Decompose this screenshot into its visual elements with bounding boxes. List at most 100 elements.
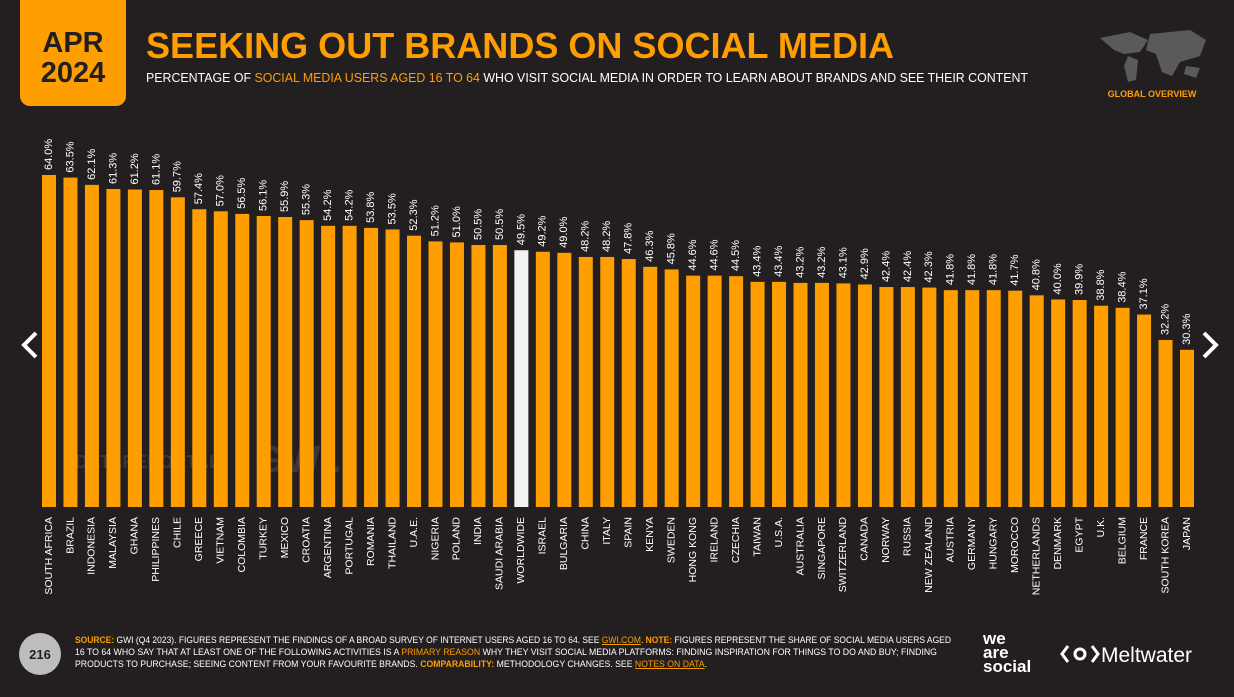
footer-segment: NOTES ON DATA <box>635 659 705 670</box>
x-tick-label: SINGAPORE <box>816 517 828 579</box>
bar <box>578 256 593 507</box>
footer-segment: SOURCE: <box>75 635 114 646</box>
bar <box>84 184 99 507</box>
footer-segment: GWI (Q4 2023). FIGURES REPRESENT THE FIN… <box>114 635 602 646</box>
x-tick-label: SOUTH AFRICA <box>43 517 55 595</box>
bar <box>857 284 872 507</box>
logo-text: social <box>983 657 1031 676</box>
bar <box>1072 300 1087 507</box>
bar <box>106 189 121 507</box>
bar <box>621 259 636 507</box>
x-tick-label: CANADA <box>859 517 871 561</box>
value-label: 61.1% <box>150 154 162 185</box>
bar <box>385 229 400 507</box>
x-tick-label: EGYPT <box>1073 516 1085 552</box>
value-label: 43.2% <box>816 246 828 277</box>
value-label: 53.5% <box>386 193 398 224</box>
x-tick-label: NORWAY <box>880 517 892 563</box>
bar <box>643 266 658 507</box>
bar <box>664 269 679 507</box>
x-tick-label: WORLDWIDE <box>515 517 527 584</box>
x-tick-label: ISRAEL <box>537 517 549 555</box>
bar <box>707 275 722 507</box>
value-label: 41.7% <box>1009 254 1021 285</box>
footer-segment: COMPARABILITY: <box>420 659 494 670</box>
value-label: 44.6% <box>709 239 721 270</box>
footer-segment: PRODUCTS TO PURCHASE; SEEING CONTENT FRO… <box>75 659 420 670</box>
x-tick-label: MALAYSIA <box>107 517 119 569</box>
footer-segment: FIGURES REPRESENT THE SHARE OF SOCIAL ME… <box>672 635 951 646</box>
meltwater-icon <box>1060 645 1100 663</box>
value-label: 43.4% <box>751 245 763 276</box>
value-label: 42.4% <box>880 251 892 282</box>
x-tick-label: THAILAND <box>386 517 398 569</box>
next-arrow[interactable] <box>1202 331 1219 359</box>
value-label: 44.6% <box>687 239 699 270</box>
badge-month: APR <box>42 27 103 59</box>
value-label: 54.2% <box>344 189 356 220</box>
bar <box>213 211 228 507</box>
bar <box>235 213 250 507</box>
footer-segment: . <box>641 635 646 646</box>
chart-subtitle: PERCENTAGE OF SOCIAL MEDIA USERS AGED 16… <box>146 70 1028 85</box>
x-tick-label: ITALY <box>601 517 613 545</box>
value-label: 40.0% <box>1052 263 1064 294</box>
value-label: 61.3% <box>107 153 119 184</box>
bar <box>1158 339 1173 507</box>
bar <box>922 287 937 507</box>
value-label: 38.8% <box>1095 269 1107 300</box>
bar <box>686 275 701 507</box>
footer-segment: WHY THEY VISIT SOCIAL MEDIA PLATFORMS: F… <box>480 647 937 658</box>
x-tick-label: CZECHIA <box>730 517 742 563</box>
x-tick-label: IRELAND <box>708 517 720 563</box>
footer-segment: 16 TO 64 WHO SAY THAT AT LEAST ONE OF TH… <box>75 647 401 658</box>
bar <box>1029 295 1044 507</box>
bar <box>299 220 314 507</box>
bar <box>836 283 851 507</box>
footer-note: SOURCE: GWI (Q4 2023). FIGURES REPRESENT… <box>75 635 951 670</box>
x-tick-label: INDIA <box>472 517 484 545</box>
value-label: 41.8% <box>966 254 978 285</box>
x-tick-label: KENYA <box>644 517 656 552</box>
value-label: 50.5% <box>472 209 484 240</box>
x-tick-label: SOUTH KOREA <box>1159 517 1171 593</box>
value-label: 42.9% <box>859 248 871 279</box>
value-label: 57.4% <box>193 173 205 204</box>
bar <box>965 290 980 507</box>
value-label: 52.3% <box>408 199 420 230</box>
bar <box>127 189 142 507</box>
bar <box>535 251 550 507</box>
x-tick-label: PORTUGAL <box>343 517 355 575</box>
x-tick-label: POLAND <box>451 517 463 561</box>
x-tick-label: GERMANY <box>966 517 978 570</box>
x-tick-label: BELGIUM <box>1116 517 1128 564</box>
value-label: 41.8% <box>945 254 957 285</box>
x-tick-label: COLOMBIA <box>236 517 248 572</box>
x-tick-label: GHANA <box>129 517 141 554</box>
global-overview-label: GLOBAL OVERVIEW <box>1108 89 1197 99</box>
value-label: 55.3% <box>301 184 313 215</box>
value-label: 56.5% <box>236 177 248 208</box>
page-number-badge <box>19 633 61 675</box>
bar <box>600 256 615 507</box>
bar <box>986 290 1001 507</box>
bar <box>557 252 572 507</box>
footer-line: PRODUCTS TO PURCHASE; SEEING CONTENT FRO… <box>75 659 707 670</box>
value-label: 37.1% <box>1138 278 1150 309</box>
bar <box>149 190 164 507</box>
bar <box>879 287 894 507</box>
value-label: 48.2% <box>601 221 613 252</box>
value-label: 59.7% <box>172 161 184 192</box>
bar <box>729 276 744 507</box>
value-label: 49.5% <box>515 214 527 245</box>
bar <box>449 242 464 507</box>
date-badge <box>20 0 126 106</box>
bar <box>342 225 357 507</box>
value-label: 42.4% <box>902 251 914 282</box>
value-label: 54.2% <box>322 189 334 220</box>
bar-chart: 64.0% SOUTH AFRICA 63.5% BRAZIL 62.1% INDONES… <box>42 139 1194 595</box>
previous-arrow[interactable] <box>21 331 38 359</box>
bar <box>814 282 829 507</box>
x-tick-label: MOROCCO <box>1009 517 1021 573</box>
